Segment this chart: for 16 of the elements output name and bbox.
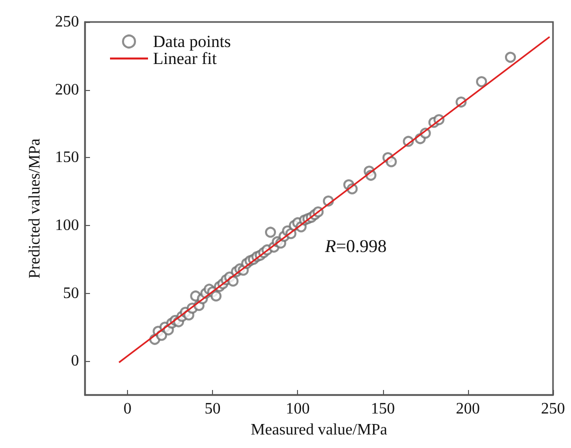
y-tick-label: 100 [55, 216, 79, 234]
x-tick-label: 150 [370, 400, 395, 418]
legend-label: Data points [153, 32, 231, 51]
x-axis-title: Measured value/MPa [250, 421, 388, 438]
x-tick-label: 200 [456, 400, 480, 418]
x-tick-label: 100 [286, 400, 310, 418]
x-tick-label: 0 [124, 400, 132, 418]
y-tick-label: 150 [55, 149, 79, 166]
y-tick-label: 250 [55, 14, 79, 30]
y-tick-label: 0 [71, 352, 79, 370]
y-tick-label: 50 [63, 284, 79, 302]
annotation: R=0.998 [324, 236, 387, 256]
y-axis-title: Predicted values/MPa [26, 138, 44, 278]
y-tick-label: 200 [55, 81, 79, 98]
x-tick-label: 50 [204, 400, 221, 418]
x-tick-label: 250 [541, 400, 565, 418]
